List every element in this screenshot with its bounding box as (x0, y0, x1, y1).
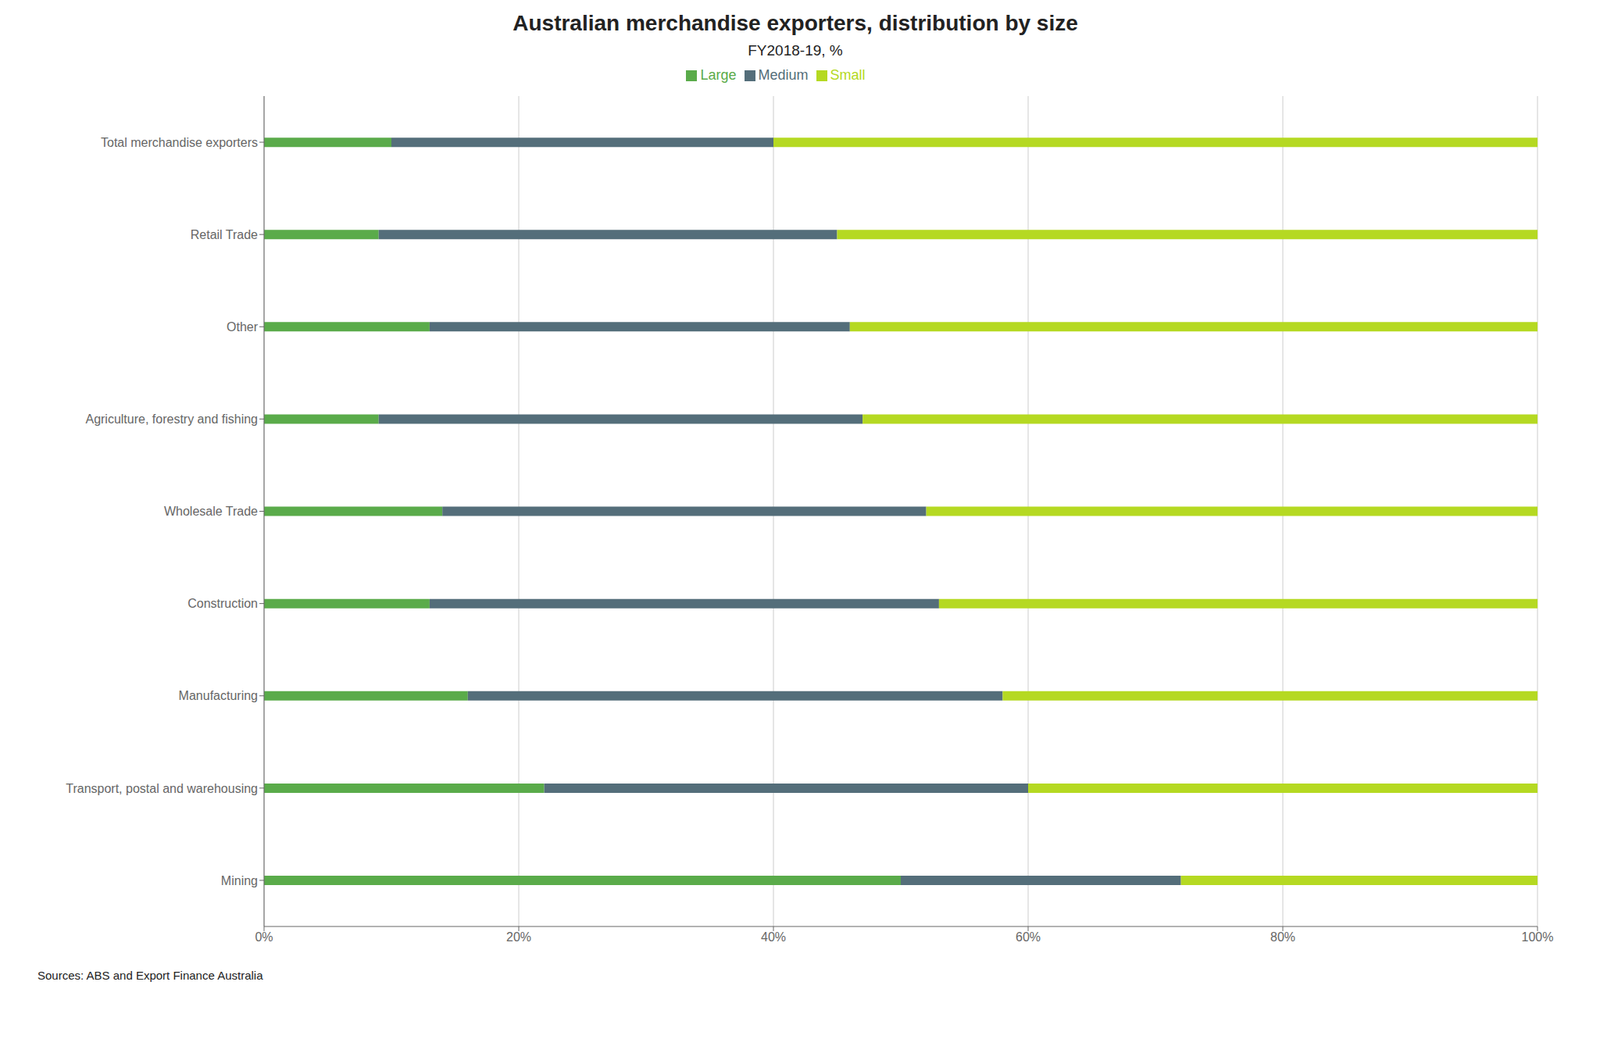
svg-text:80%: 80% (1270, 930, 1296, 944)
html-text:Sources: ABS and Export Financ: Sources: ABS and Export Finance Australi… (37, 968, 263, 983)
html-text:Australian merchandise exporte: Australian merchandise exporters, distri… (512, 10, 1078, 36)
svg-text:Construction: Construction (187, 596, 258, 611)
svg-text:40%: 40% (760, 930, 786, 944)
html-text:FY2018-19, %: FY2018-19, % (747, 42, 843, 59)
html-text:Large: Large (700, 67, 737, 83)
svg-text:Manufacturing: Manufacturing (178, 689, 258, 703)
html-text:Small: Small (830, 67, 866, 83)
svg-text:20%: 20% (506, 930, 532, 944)
html-text:Medium: Medium (758, 67, 809, 83)
svg-text:Total merchandise exporters: Total merchandise exporters (100, 135, 258, 150)
svg-text:Transport, postal and warehous: Transport, postal and warehousing (65, 782, 258, 796)
svg-text:100%: 100% (1521, 930, 1554, 944)
svg-text:0%: 0% (254, 930, 273, 944)
svg-text:60%: 60% (1015, 930, 1041, 944)
svg-text:Wholesale Trade: Wholesale Trade (164, 504, 258, 518)
svg-text:Mining: Mining (221, 874, 258, 888)
svg-text:Other: Other (226, 320, 259, 334)
svg-text:Agriculture, forestry and fish: Agriculture, forestry and fishing (85, 412, 258, 426)
svg-text:Retail Trade: Retail Trade (190, 228, 258, 242)
